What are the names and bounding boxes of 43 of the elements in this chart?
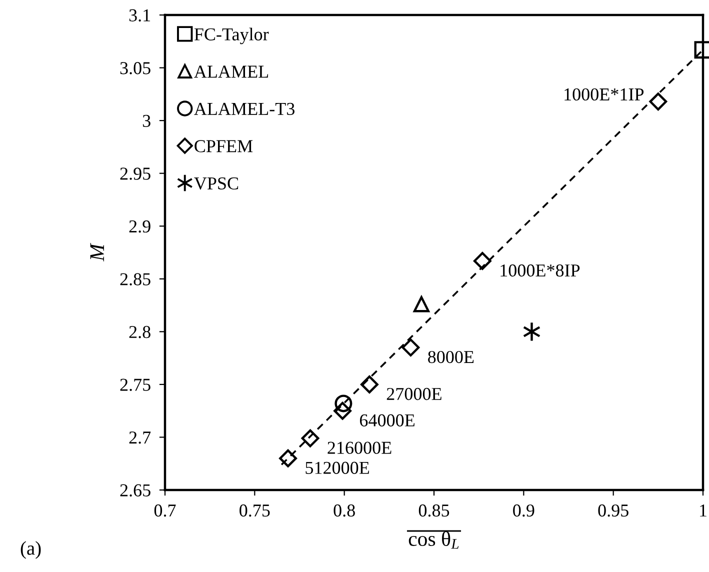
x-tick-label: 0.9	[513, 504, 534, 517]
x-tick-label: 1	[700, 504, 706, 516]
x-tick-label: 0.8	[334, 504, 355, 517]
x-tick-label: 0.85	[418, 504, 450, 517]
point	[522, 322, 541, 342]
y-tick-label: 2.9	[129, 220, 150, 233]
point	[694, 41, 709, 59]
y-tick-label: 2.85	[120, 273, 150, 286]
legend-label: ALAMEL	[194, 66, 268, 78]
point	[334, 402, 352, 420]
y-tick-label: 2.95	[120, 168, 150, 180]
point	[301, 429, 320, 448]
y-tick-label: 2.65	[120, 484, 150, 497]
annotation: 27000E	[386, 388, 442, 400]
annotation: 1000E*1IP	[564, 88, 644, 101]
point	[360, 375, 378, 394]
annotation: 64000E	[360, 414, 414, 426]
point	[649, 92, 668, 111]
point	[334, 394, 352, 412]
legend-label: ALAMEL-T3	[194, 102, 294, 115]
y-tick-label: 2.8	[129, 326, 150, 338]
annotation: 1000E*8IP	[500, 264, 580, 277]
y-tick-label: 3.1	[129, 9, 150, 22]
point	[402, 338, 420, 356]
text: (a)	[20, 541, 41, 559]
y-tick-label: 3.05	[120, 62, 150, 74]
x-axis-title: cos θ$_{L}$	[408, 531, 459, 549]
y-tick-label: 2.7	[129, 432, 151, 444]
annotation: 8000E	[428, 350, 474, 364]
y-tick-label: 2.75	[120, 378, 150, 391]
point	[413, 296, 430, 312]
legend-label: FC-Taylor	[194, 28, 269, 44]
x-tick-label: 0.7	[154, 504, 176, 517]
legend-label: CPFEM	[194, 140, 253, 152]
annotation: 512000E	[306, 462, 369, 474]
point	[279, 449, 297, 468]
x-tick-label: 0.75	[240, 504, 270, 517]
y-axis-title: M	[90, 242, 104, 262]
y-tick-label: 3	[142, 114, 150, 127]
annotation: 216000E	[328, 442, 392, 454]
x-tick-label: 0.95	[598, 504, 628, 517]
point	[473, 252, 492, 270]
legend-label: VPSC	[194, 177, 238, 190]
